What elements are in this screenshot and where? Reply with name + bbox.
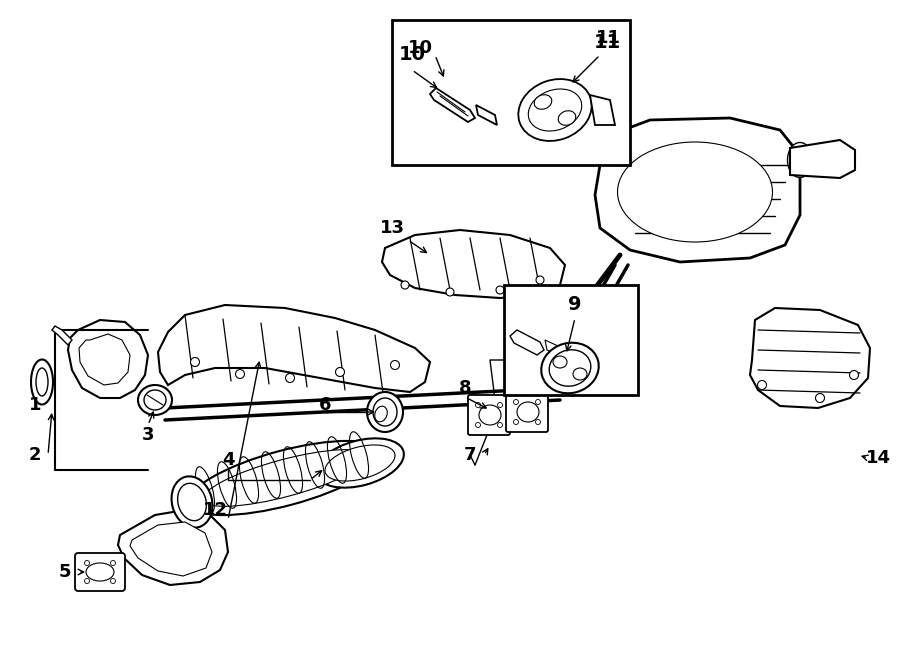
Text: 10: 10 (408, 39, 433, 57)
Polygon shape (382, 230, 565, 298)
Ellipse shape (573, 368, 587, 380)
FancyBboxPatch shape (506, 392, 548, 432)
Ellipse shape (475, 403, 481, 407)
Ellipse shape (514, 399, 518, 405)
Text: 7: 7 (464, 446, 476, 464)
Ellipse shape (850, 371, 859, 379)
Text: 9: 9 (568, 295, 581, 315)
Ellipse shape (144, 390, 166, 410)
Ellipse shape (617, 142, 772, 242)
Ellipse shape (138, 385, 172, 415)
Ellipse shape (475, 422, 481, 428)
Ellipse shape (36, 368, 48, 396)
Ellipse shape (536, 399, 541, 405)
Ellipse shape (316, 438, 404, 488)
Ellipse shape (517, 402, 539, 422)
Ellipse shape (325, 445, 395, 481)
Ellipse shape (172, 477, 212, 527)
Text: 12: 12 (202, 501, 228, 519)
Ellipse shape (518, 79, 591, 141)
Ellipse shape (31, 360, 53, 405)
Polygon shape (68, 320, 148, 398)
Text: 11: 11 (596, 29, 620, 47)
Text: 2: 2 (29, 446, 41, 464)
Ellipse shape (446, 288, 454, 296)
Text: 10: 10 (399, 46, 426, 65)
Ellipse shape (336, 368, 345, 377)
Text: 6: 6 (319, 396, 331, 414)
Ellipse shape (111, 578, 115, 584)
Polygon shape (750, 308, 870, 408)
Ellipse shape (236, 369, 245, 379)
Ellipse shape (549, 350, 590, 386)
Polygon shape (545, 340, 560, 356)
Ellipse shape (536, 276, 544, 284)
Ellipse shape (188, 441, 382, 515)
Polygon shape (510, 330, 544, 355)
Ellipse shape (401, 281, 409, 289)
Ellipse shape (815, 393, 824, 403)
Bar (392, 20, 630, 165)
Text: 8: 8 (459, 379, 472, 397)
Ellipse shape (479, 405, 501, 425)
Ellipse shape (496, 286, 504, 294)
Ellipse shape (541, 342, 598, 393)
Text: 3: 3 (142, 426, 154, 444)
Ellipse shape (514, 420, 518, 424)
Polygon shape (595, 118, 800, 262)
Ellipse shape (202, 449, 367, 506)
Polygon shape (476, 105, 497, 125)
Text: 4: 4 (221, 451, 234, 469)
Ellipse shape (367, 392, 403, 432)
Ellipse shape (536, 420, 541, 424)
Polygon shape (79, 334, 130, 385)
Ellipse shape (111, 561, 115, 566)
Ellipse shape (86, 563, 114, 581)
Ellipse shape (558, 111, 576, 126)
Ellipse shape (535, 95, 552, 109)
Polygon shape (130, 522, 212, 576)
Polygon shape (52, 326, 72, 345)
Ellipse shape (553, 356, 567, 368)
Text: 14: 14 (866, 449, 890, 467)
Bar (504, 285, 638, 395)
Ellipse shape (191, 358, 200, 366)
FancyBboxPatch shape (468, 395, 510, 435)
Ellipse shape (788, 143, 813, 178)
Polygon shape (790, 140, 855, 178)
Ellipse shape (373, 398, 397, 426)
Polygon shape (430, 88, 475, 122)
Polygon shape (590, 95, 615, 125)
Polygon shape (118, 510, 228, 585)
Ellipse shape (85, 578, 89, 584)
Text: 11: 11 (593, 32, 621, 52)
Polygon shape (158, 305, 430, 392)
Ellipse shape (177, 483, 206, 521)
Text: 5: 5 (58, 563, 71, 581)
Ellipse shape (85, 561, 89, 566)
FancyBboxPatch shape (75, 553, 125, 591)
Ellipse shape (391, 360, 400, 369)
Ellipse shape (528, 89, 581, 131)
Ellipse shape (758, 381, 767, 389)
Text: 1: 1 (29, 396, 41, 414)
Ellipse shape (498, 422, 502, 428)
Ellipse shape (374, 407, 387, 422)
Ellipse shape (498, 403, 502, 407)
Text: 13: 13 (380, 219, 404, 237)
Ellipse shape (285, 373, 294, 383)
